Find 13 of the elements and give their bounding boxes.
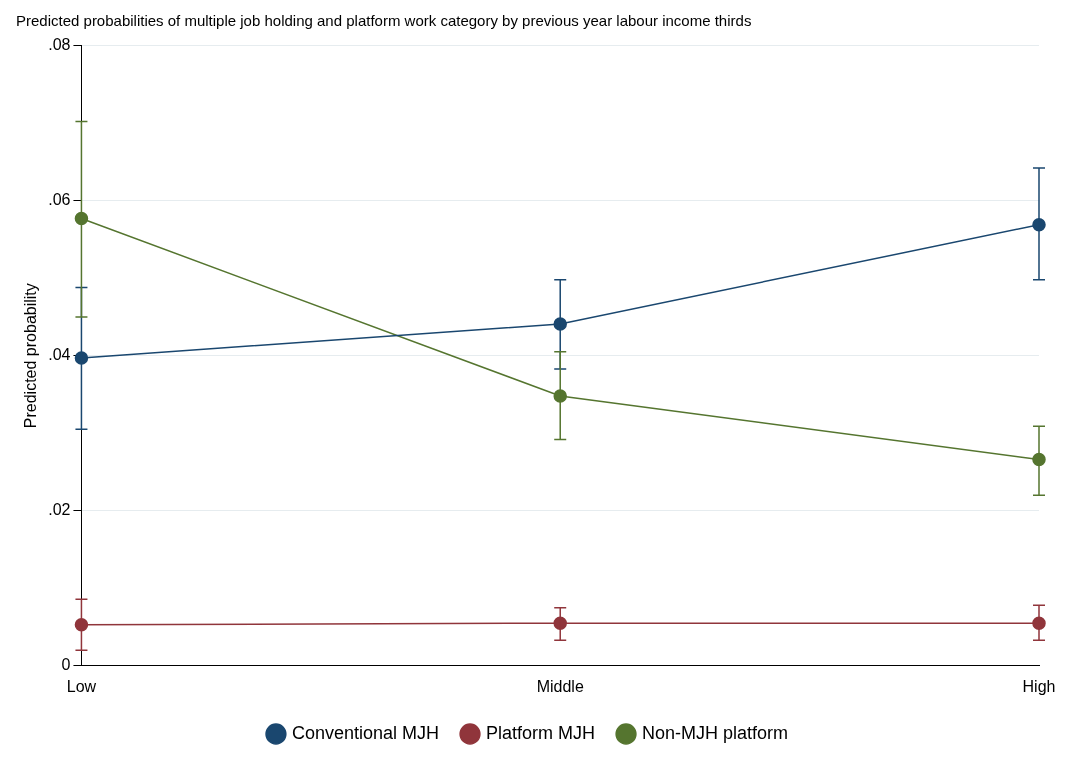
x-tick-label: Middle (536, 677, 584, 695)
chart-title: Predicted probabilities of multiple job holding and platform work category by previous year labour income thirds (15, 11, 753, 31)
y-tick-label: 0 (61, 656, 71, 674)
legend-label: Conventional MJH (291, 722, 440, 743)
y-tick-label: .04 (48, 346, 71, 364)
legend-label: Non-MJH platform (642, 722, 789, 743)
y-tick-label: .02 (48, 501, 71, 519)
legend-label: Platform MJH (486, 722, 596, 743)
y-tick-label: .08 (48, 36, 71, 54)
y-axis-title: Predicted probability (22, 283, 40, 429)
x-tick-label: High (1022, 677, 1056, 695)
y-tick-label: .06 (48, 191, 71, 209)
x-tick-label: Low (66, 677, 97, 695)
